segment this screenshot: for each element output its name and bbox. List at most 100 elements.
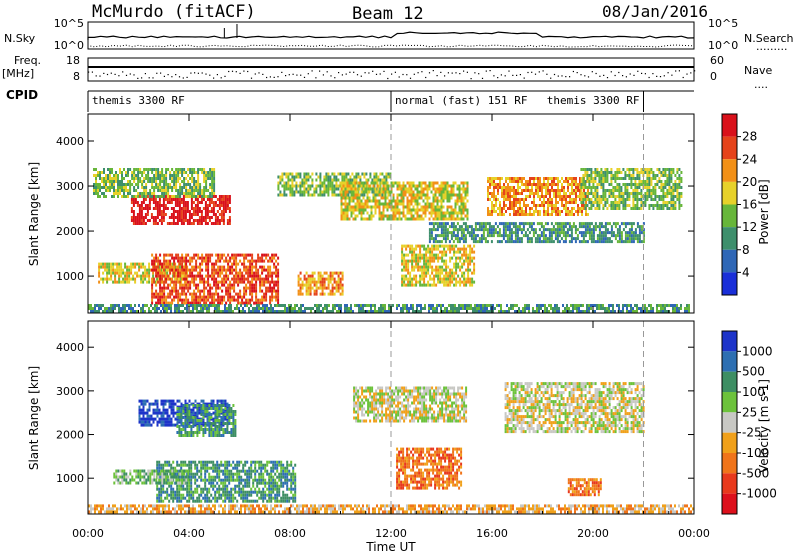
nave-dot — [375, 73, 378, 75]
nave-dot — [587, 76, 590, 78]
nave-dot — [671, 74, 673, 76]
nave-dot — [493, 75, 495, 77]
nave-dot — [364, 72, 366, 74]
scatter-region-5 — [504, 382, 645, 434]
power-colorbar: 4 8 12 16 20 24 28 — [721, 113, 757, 296]
colorbar-segment — [722, 249, 737, 273]
nave-dot — [678, 70, 680, 72]
nave-dot — [474, 72, 476, 74]
nave-dot — [644, 73, 646, 75]
nave-dot — [398, 76, 400, 78]
freq-tick-bottom: 8 — [73, 70, 80, 83]
nave-dot — [148, 77, 150, 79]
power-cells — [88, 114, 690, 313]
nave-dot — [319, 70, 321, 72]
nave-dot — [413, 73, 415, 75]
nave-dot — [228, 70, 230, 73]
nave-dot — [512, 74, 514, 76]
nsky-label: N.Sky — [4, 32, 36, 45]
scatter-region-1 — [151, 253, 280, 305]
power-panel: Slant Range [km] 1000 2000 3000 4000 4 8 12 16… — [27, 113, 771, 314]
nave-dot — [99, 75, 101, 77]
nave-dot — [648, 76, 650, 79]
cpid-segment-label: themis 3300 RF — [547, 94, 640, 107]
nave-dot — [118, 75, 120, 77]
power-yticks: 1000 2000 3000 4000 — [56, 135, 694, 283]
colorbar-segment — [722, 473, 737, 494]
nave-dot — [497, 77, 499, 79]
nave-dot — [466, 71, 468, 73]
nave-tick-bottom: 0 — [710, 70, 717, 83]
colorbar-segment — [722, 227, 737, 250]
colorbar-segment — [722, 351, 737, 372]
velocity-ylabel: Slant Range [km] — [27, 366, 41, 470]
colorbar-tick-label: 12 — [742, 220, 757, 234]
nave-dot — [550, 77, 552, 79]
nave-dot — [428, 72, 431, 74]
nave-dot — [258, 72, 260, 74]
nave-dot — [682, 76, 684, 79]
nave-dot — [144, 73, 146, 75]
nave-dot — [595, 72, 597, 75]
nave-dot — [353, 71, 355, 73]
power-xticks — [87, 114, 695, 313]
nave-dot — [500, 74, 502, 76]
scatter-region-4 — [353, 386, 468, 423]
colorbar-segment — [722, 371, 737, 392]
nave-dot — [247, 70, 249, 73]
cpid-segment-label: themis 3300 RF — [92, 94, 185, 107]
nave-dot — [625, 76, 627, 78]
x-tick-label: 00:00 — [72, 527, 104, 540]
beam-title: Beam 12 — [352, 4, 424, 24]
x-axis-label: Time UT — [365, 540, 416, 554]
y-tick-label: 3000 — [56, 385, 84, 398]
colorbar-tick-label: 8 — [742, 243, 750, 257]
nave-dot — [110, 72, 112, 74]
nave-dot — [269, 76, 271, 78]
nave-dot — [254, 73, 256, 75]
nave-dot — [663, 75, 665, 77]
power-colorbar-label: Power [dB] — [757, 179, 771, 244]
nave-dot — [690, 72, 692, 74]
nave-dot — [455, 72, 457, 74]
cpid-segment-label: normal (fast) 151 RF — [395, 94, 527, 107]
nave-dot — [368, 72, 370, 74]
nsearch-tick-top: 10^5 — [708, 17, 738, 30]
x-tick-label: 12:00 — [375, 527, 407, 540]
colorbar-segment — [722, 114, 737, 137]
nave-dot — [345, 73, 347, 75]
scatter-region-3 — [113, 469, 190, 485]
nave-dot — [91, 71, 93, 73]
nave-dot — [356, 74, 359, 76]
nave-dot — [675, 70, 677, 72]
nave-dot — [167, 74, 169, 76]
nave-dot — [141, 77, 143, 79]
scatter-region-7 — [567, 478, 602, 497]
velocity-xticks — [87, 321, 695, 514]
nsky-trace — [87, 31, 695, 40]
freq-label: Freq. — [14, 54, 41, 67]
nave-dot — [576, 72, 578, 74]
freq-panel-frame — [87, 57, 695, 82]
scatter-region-9 — [580, 168, 683, 210]
y-tick-label: 2000 — [56, 225, 84, 238]
nsky-tick-top: 10^5 — [54, 17, 84, 30]
colorbar-segment — [722, 453, 737, 474]
colorbar-tick-label: 4 — [742, 265, 750, 279]
power-ylabel: Slant Range [km] — [27, 162, 41, 266]
date-title: 08/Jan/2016 — [602, 2, 708, 21]
nsky-panel-frame — [87, 21, 695, 50]
nave-dot — [561, 75, 563, 77]
scatter-region-2 — [130, 195, 231, 225]
nave-dot — [531, 71, 533, 73]
colorbar-segment — [722, 331, 737, 352]
nave-dot — [485, 70, 487, 72]
nave-dot — [122, 71, 124, 73]
scatter-region-4 — [297, 271, 344, 296]
nave-dot — [694, 70, 696, 72]
nave-dot — [197, 72, 199, 74]
nave-dot — [190, 72, 192, 74]
velocity-cells — [88, 321, 694, 514]
nave-dot — [463, 70, 465, 72]
x-axis-tick-labels: 00:00 04:00 08:00 12:00 16:00 20:00 00:00 — [72, 527, 710, 540]
